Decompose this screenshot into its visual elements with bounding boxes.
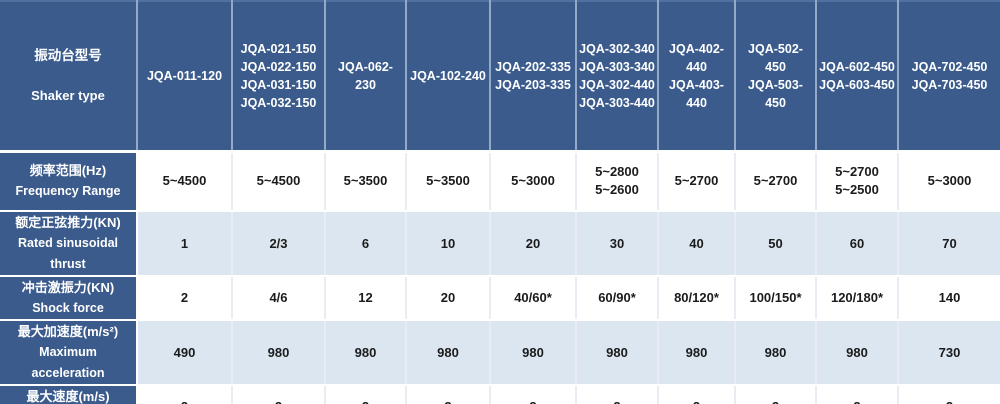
spec-cell: 2 [137, 385, 233, 404]
corner-header-shaker-type: 振动台型号 Shaker type [0, 0, 138, 153]
row-label-en: Frequency Range [15, 184, 121, 199]
spec-cell: 980 [490, 320, 577, 386]
spec-cell: 20 [406, 276, 491, 321]
spec-cell: 2 [576, 385, 659, 404]
spec-cell: 1 [137, 211, 233, 277]
spec-cell: 5~3500 [325, 151, 407, 212]
row-label-shock-force: 冲击激振力(KN) Shock force [0, 276, 138, 321]
spec-cell: 80/120* [658, 276, 736, 321]
column-header-jqa-702-group: JQA-702-450 JQA-703-450 [898, 0, 1000, 153]
spec-cell: 20 [490, 211, 577, 277]
spec-cell: 2 [232, 385, 326, 404]
row-maximum-speed: 最大速度(m/s) Maximum speed 2 2 2 2 2 2 2 2 … [0, 385, 1000, 404]
spec-cell: 980 [325, 320, 407, 386]
spec-cell: 40 [658, 211, 736, 277]
row-label-zh: 冲击激振力(KN) [21, 280, 115, 295]
row-label-en: Maximum acceleration [31, 345, 105, 380]
row-frequency-range: 频率范围(Hz) Frequency Range 5~4500 5~4500 5… [0, 151, 1000, 212]
spec-cell: 70 [898, 211, 1000, 277]
row-label-zh: 频率范围(Hz) [29, 163, 107, 179]
spec-cell: 60/90* [576, 276, 659, 321]
row-label-zh: 最大速度(m/s) [26, 389, 110, 404]
spec-cell: 730 [898, 320, 1000, 386]
spec-cell: 2 [735, 385, 817, 404]
spec-cell: 980 [232, 320, 326, 386]
spec-cell: 120/180* [816, 276, 899, 321]
row-label-maximum-acceleration: 最大加速度(m/s²) Maximum acceleration [0, 320, 138, 386]
column-header-jqa-402-group: JQA-402-440 JQA-403-440 [658, 0, 736, 153]
spec-cell: 2/3 [232, 211, 326, 277]
column-header-jqa-202-group: JQA-202-335 JQA-203-335 [490, 0, 577, 153]
spec-cell: 5~3500 [406, 151, 491, 212]
spec-cell: 50 [735, 211, 817, 277]
spec-cell: 2 [325, 385, 407, 404]
column-header-jqa-021-group: JQA-021-150 JQA-022-150 JQA-031-150 JQA-… [232, 0, 326, 153]
spec-cell: 980 [658, 320, 736, 386]
spec-cell: 980 [735, 320, 817, 386]
row-label-en: Rated sinusoidal thrust [17, 236, 119, 271]
row-label-maximum-speed: 最大速度(m/s) Maximum speed [0, 385, 138, 404]
spec-cell: 2 [137, 276, 233, 321]
corner-header-zh: 振动台型号 [34, 47, 102, 63]
column-header-jqa-502-group: JQA-502-450 JQA-503-450 [735, 0, 817, 153]
spec-cell: 980 [576, 320, 659, 386]
row-maximum-acceleration: 最大加速度(m/s²) Maximum acceleration 490 980… [0, 320, 1000, 386]
spec-cell: 2 [490, 385, 577, 404]
column-header-jqa-602-group: JQA-602-450 JQA-603-450 [816, 0, 899, 153]
spec-cell: 140 [898, 276, 1000, 321]
spec-cell: 2 [898, 385, 1000, 404]
spec-cell: 100/150* [735, 276, 817, 321]
spec-cell: 2 [406, 385, 491, 404]
row-label-zh: 额定正弦推力(KN) [15, 215, 121, 230]
spec-cell: 4/6 [232, 276, 326, 321]
spec-cell: 490 [137, 320, 233, 386]
spec-cell: 10 [406, 211, 491, 277]
spec-cell: 60 [816, 211, 899, 277]
row-label-rated-sinusoidal-thrust: 额定正弦推力(KN) Rated sinusoidal thrust [0, 211, 138, 277]
row-label-zh: 最大加速度(m/s²) [17, 324, 119, 339]
spec-cell: 5~2800 5~2600 [576, 151, 659, 212]
spec-cell: 5~4500 [232, 151, 326, 212]
spec-cell: 980 [406, 320, 491, 386]
spec-cell: 980 [816, 320, 899, 386]
spec-cell: 12 [325, 276, 407, 321]
row-label-en: Shock force [32, 301, 104, 315]
column-header-jqa-011: JQA-011-120 [137, 0, 233, 153]
column-header-row: 振动台型号 Shaker type JQA-011-120 JQA-021-15… [0, 0, 1000, 153]
spec-cell: 5~2700 5~2500 [816, 151, 899, 212]
row-label-frequency-range: 频率范围(Hz) Frequency Range [0, 151, 138, 212]
spec-cell: 5~2700 [735, 151, 817, 212]
spec-cell: 6 [325, 211, 407, 277]
spec-cell: 5~3000 [490, 151, 577, 212]
corner-header-en: Shaker type [31, 87, 105, 103]
spec-cell: 40/60* [490, 276, 577, 321]
column-header-jqa-302-group: JQA-302-340 JQA-303-340 JQA-302-440 JQA-… [576, 0, 659, 153]
spec-cell: 5~2700 [658, 151, 736, 212]
column-header-jqa-102: JQA-102-240 [406, 0, 491, 153]
column-header-jqa-062: JQA-062-230 [325, 0, 407, 153]
spec-cell: 5~4500 [137, 151, 233, 212]
row-shock-force: 冲击激振力(KN) Shock force 2 4/6 12 20 40/60*… [0, 276, 1000, 321]
spec-cell: 30 [576, 211, 659, 277]
spec-cell: 2 [658, 385, 736, 404]
spec-cell: 2 [816, 385, 899, 404]
spec-cell: 5~3000 [898, 151, 1000, 212]
row-rated-sinusoidal-thrust: 额定正弦推力(KN) Rated sinusoidal thrust 1 2/3… [0, 211, 1000, 277]
